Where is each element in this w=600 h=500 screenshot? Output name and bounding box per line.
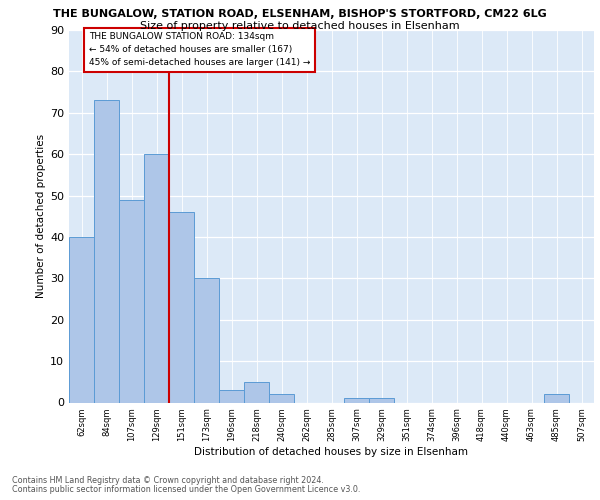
- Bar: [219, 390, 244, 402]
- Bar: [369, 398, 394, 402]
- Bar: [69, 237, 94, 402]
- Text: THE BUNGALOW, STATION ROAD, ELSENHAM, BISHOP'S STORTFORD, CM22 6LG: THE BUNGALOW, STATION ROAD, ELSENHAM, BI…: [53, 9, 547, 19]
- Y-axis label: Number of detached properties: Number of detached properties: [36, 134, 46, 298]
- Bar: [144, 154, 169, 402]
- Bar: [194, 278, 219, 402]
- Bar: [119, 200, 144, 402]
- Text: Size of property relative to detached houses in Elsenham: Size of property relative to detached ho…: [140, 21, 460, 31]
- Bar: [169, 212, 194, 402]
- Bar: [344, 398, 369, 402]
- X-axis label: Distribution of detached houses by size in Elsenham: Distribution of detached houses by size …: [194, 447, 469, 457]
- Bar: [544, 394, 569, 402]
- Text: Contains public sector information licensed under the Open Government Licence v3: Contains public sector information licen…: [12, 485, 361, 494]
- Text: Contains HM Land Registry data © Crown copyright and database right 2024.: Contains HM Land Registry data © Crown c…: [12, 476, 324, 485]
- Bar: [269, 394, 294, 402]
- Bar: [244, 382, 269, 402]
- Text: THE BUNGALOW STATION ROAD: 134sqm
← 54% of detached houses are smaller (167)
45%: THE BUNGALOW STATION ROAD: 134sqm ← 54% …: [89, 32, 310, 68]
- Bar: [94, 100, 119, 403]
